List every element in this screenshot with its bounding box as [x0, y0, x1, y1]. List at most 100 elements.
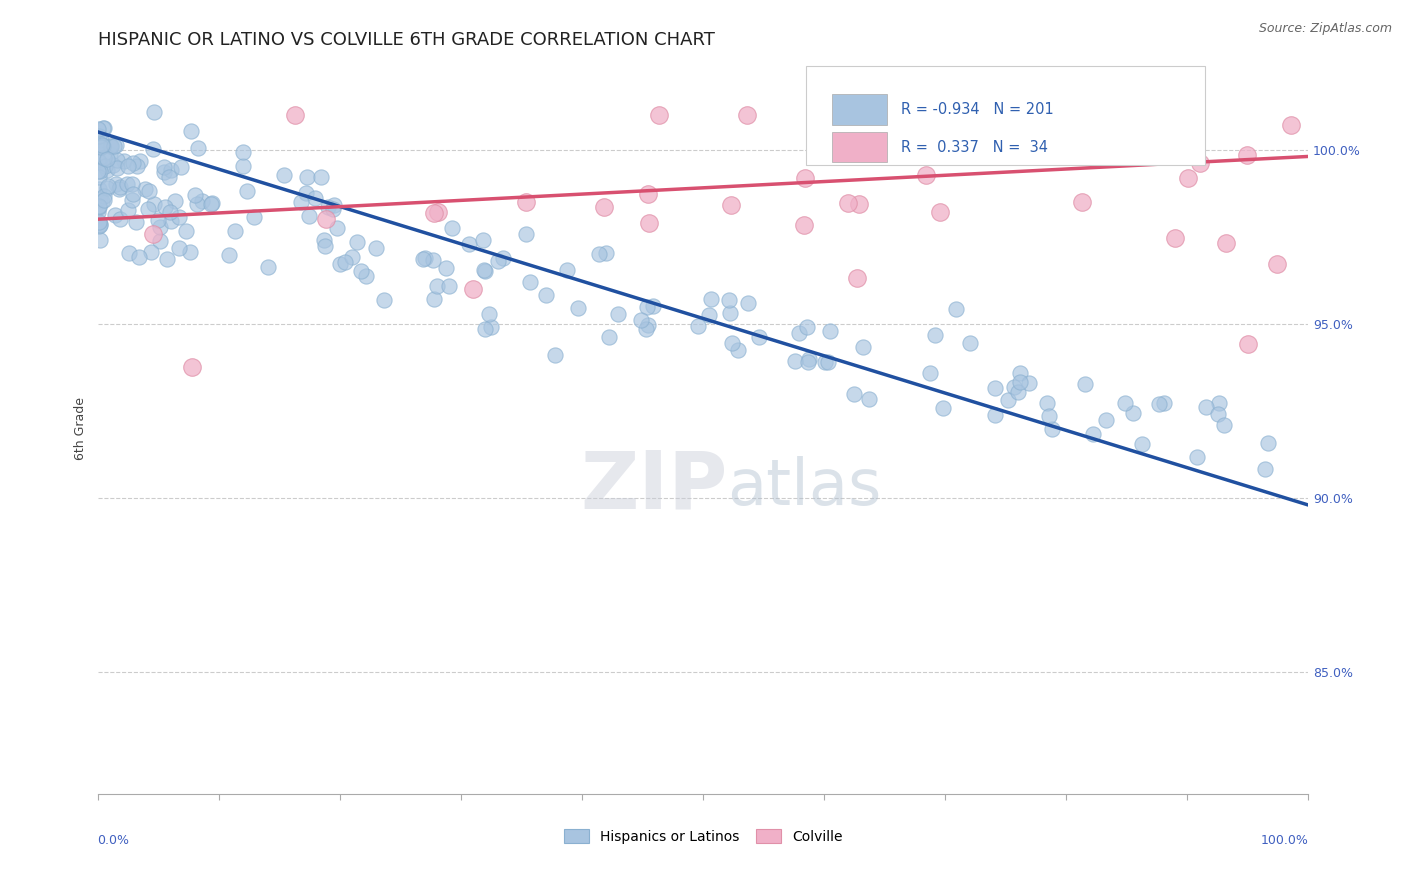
Point [125, 215, 148, 229]
Point [174, 224, 197, 238]
Point [794, 170, 817, 185]
Point [138, 184, 160, 198]
Point [720, 197, 742, 211]
Point [167, 210, 190, 224]
Point [322, 202, 344, 216]
Point [89, 217, 111, 231]
Point [797, 351, 820, 366]
Point [915, 169, 938, 183]
Point [797, 355, 820, 369]
Point [1187, 450, 1209, 464]
Text: ZIP: ZIP [579, 448, 727, 525]
Point [1081, 426, 1104, 441]
Point [90, 133, 112, 147]
Point [373, 293, 395, 307]
Point [1236, 337, 1258, 351]
Point [817, 355, 839, 369]
Point [329, 257, 352, 271]
Point [104, 208, 127, 222]
Point [117, 159, 139, 173]
Point [474, 264, 496, 278]
Point [1036, 396, 1059, 410]
Point [149, 220, 172, 235]
Point [945, 301, 967, 316]
Point [294, 186, 316, 200]
Point [688, 318, 710, 333]
Point [87, 153, 110, 168]
Point [155, 200, 177, 214]
Text: Source: ZipAtlas.com: Source: ZipAtlas.com [1258, 22, 1392, 36]
Point [1081, 108, 1104, 122]
Text: R =  0.337   N =  34: R = 0.337 N = 34 [901, 139, 1049, 154]
Point [1177, 171, 1199, 186]
Point [637, 318, 659, 332]
Point [105, 153, 128, 168]
Point [793, 218, 815, 232]
Point [91, 138, 114, 153]
Point [87, 199, 110, 213]
Point [112, 153, 135, 168]
Point [718, 293, 741, 308]
Point [727, 343, 749, 358]
Point [160, 213, 183, 227]
Point [218, 247, 240, 261]
Point [159, 205, 181, 219]
Point [87, 170, 110, 185]
Point [224, 224, 246, 238]
Point [918, 367, 941, 381]
Point [1074, 377, 1097, 392]
Point [818, 325, 841, 339]
Point [93, 194, 115, 208]
Point [1236, 148, 1258, 162]
Point [422, 293, 444, 307]
Point [830, 119, 852, 133]
Point [458, 236, 481, 251]
Point [965, 108, 987, 122]
Point [1038, 409, 1060, 423]
Point [928, 205, 950, 219]
Point [606, 307, 628, 321]
Point [555, 263, 578, 277]
Point [87, 122, 110, 136]
Point [366, 241, 388, 255]
Text: HISPANIC OR LATINO VS COLVILLE 6TH GRADE CORRELATION CHART: HISPANIC OR LATINO VS COLVILLE 6TH GRADE… [98, 31, 716, 49]
Point [630, 313, 652, 327]
Point [1213, 418, 1236, 433]
Point [350, 264, 373, 278]
Point [122, 186, 145, 201]
Point [1279, 118, 1302, 132]
Point [335, 255, 357, 269]
Point [257, 260, 280, 274]
Point [1114, 396, 1136, 410]
Point [290, 194, 312, 209]
Point [89, 218, 111, 232]
Point [748, 330, 770, 344]
Point [434, 261, 457, 276]
Point [100, 139, 122, 153]
Point [143, 105, 166, 120]
Point [105, 161, 128, 175]
Point [1147, 397, 1170, 411]
Point [1010, 376, 1032, 390]
Point [284, 108, 307, 122]
Point [593, 200, 616, 214]
Point [187, 140, 209, 154]
Point [97, 179, 120, 194]
Point [796, 320, 818, 334]
Point [858, 392, 880, 406]
Point [125, 159, 148, 173]
Point [959, 335, 981, 350]
Point [346, 235, 368, 249]
Point [142, 142, 165, 156]
Point [108, 179, 131, 194]
Point [115, 178, 138, 192]
Point [169, 241, 191, 255]
Point [304, 191, 326, 205]
Point [101, 158, 124, 172]
Text: R = -0.934   N = 201: R = -0.934 N = 201 [901, 102, 1054, 117]
Point [544, 347, 567, 361]
Point [519, 275, 541, 289]
Point [87, 200, 110, 214]
Point [89, 233, 111, 247]
Point [153, 165, 176, 179]
